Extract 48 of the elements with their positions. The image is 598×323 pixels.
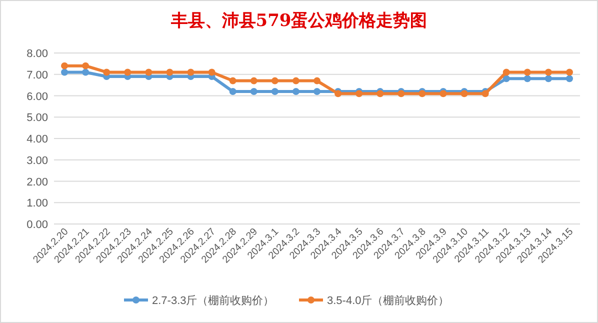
legend-label: 3.5-4.0斤（棚前收购价） [327, 294, 450, 307]
point [82, 62, 90, 70]
point [229, 77, 236, 84]
point [566, 75, 573, 82]
point [502, 75, 510, 82]
point [544, 68, 552, 76]
point [208, 68, 216, 76]
y-tick-label: 7.00 [26, 69, 48, 82]
point [166, 68, 174, 76]
y-tick-label: 0.00 [26, 219, 48, 231]
point [61, 62, 68, 70]
point [376, 90, 384, 98]
y-tick-label: 8.00 [26, 48, 48, 60]
point [356, 90, 363, 98]
y-tick-label: 4.00 [26, 134, 48, 146]
point [250, 77, 258, 84]
y-tick-label: 3.00 [26, 154, 48, 167]
point [271, 88, 278, 95]
point [460, 90, 468, 98]
point [314, 77, 320, 84]
point [524, 75, 531, 82]
y-tick-label: 5.00 [26, 112, 48, 124]
point [145, 68, 152, 76]
point [440, 90, 447, 98]
point [271, 77, 278, 84]
point [250, 88, 258, 95]
point [292, 77, 300, 84]
y-tick-label: 2.00 [26, 176, 48, 188]
point [103, 68, 110, 76]
point [544, 75, 552, 82]
point [124, 68, 132, 76]
point [292, 88, 300, 95]
point [502, 68, 510, 76]
point [61, 68, 68, 76]
chart-title: 丰县、沛县579蛋公鸡价格走势图 [170, 11, 428, 31]
point [314, 88, 320, 95]
point [482, 90, 489, 98]
y-tick-label: 1.00 [26, 198, 48, 210]
point [418, 90, 426, 98]
point [566, 68, 573, 76]
point [229, 88, 236, 95]
point [334, 90, 342, 98]
point [524, 68, 531, 76]
y-tick-label: 6.00 [26, 90, 48, 103]
point [398, 90, 405, 98]
point [82, 68, 90, 76]
legend-label: 2.7-3.3斤（棚前收购价） [152, 294, 274, 307]
point [187, 68, 194, 76]
